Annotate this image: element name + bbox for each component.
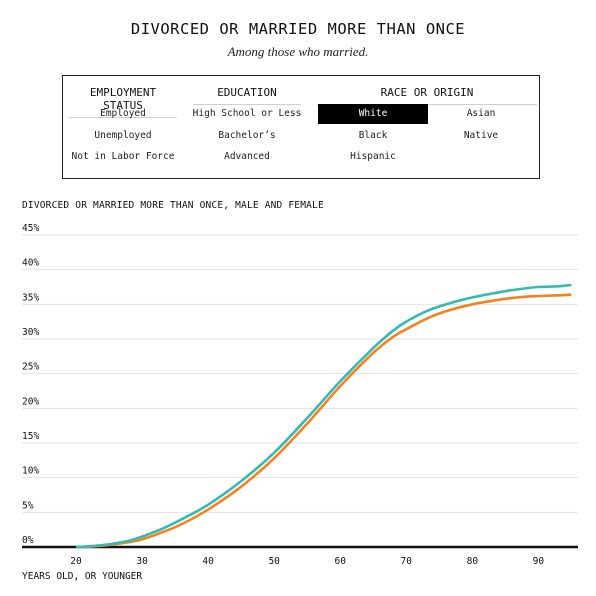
x-tick-label: 30 (136, 556, 148, 567)
filter-unemployed[interactable]: Unemployed (94, 130, 152, 141)
x-tick-label: 50 (268, 556, 280, 567)
y-tick-label: 30% (22, 327, 39, 338)
filter-high-school-or-less[interactable]: High School or Less (192, 108, 302, 119)
employment-status-header: EMPLOYMENT STATUS (69, 86, 177, 118)
filter-advanced[interactable]: Advanced (224, 151, 270, 162)
filter-white[interactable]: White (318, 104, 428, 124)
filter-hispanic[interactable]: Hispanic (350, 151, 396, 162)
page-title: DIVORCED OR MARRIED MORE THAN ONCE (130, 20, 466, 38)
x-tick-label: 80 (467, 556, 479, 567)
y-tick-label: 45% (22, 223, 39, 234)
x-tick-label: 40 (202, 556, 214, 567)
y-tick-label: 10% (22, 466, 39, 477)
y-tick-label: 0% (22, 535, 34, 546)
filter-employed[interactable]: Employed (100, 108, 146, 119)
filter-asian[interactable]: Asian (466, 108, 496, 119)
y-tick-label: 20% (22, 396, 39, 407)
y-tick-label: 5% (22, 500, 34, 511)
filter-panel: EMPLOYMENT STATUS Employed Unemployed No… (62, 75, 540, 179)
y-tick-label: 40% (22, 258, 39, 269)
series-line-teal (75, 283, 572, 549)
y-tick-label: 15% (22, 431, 39, 442)
education-header: EDUCATION (193, 86, 301, 105)
filter-bachelors[interactable]: Bachelor’s (218, 130, 276, 141)
filter-native[interactable]: Native (463, 130, 499, 141)
x-tick-label: 90 (533, 556, 545, 567)
filter-black[interactable]: Black (358, 130, 388, 141)
page-subtitle: Among those who married. (227, 44, 369, 59)
x-tick-label: 60 (334, 556, 346, 567)
series-line-orange (75, 293, 572, 549)
filter-not-in-labor-force[interactable]: Not in Labor Force (71, 151, 175, 162)
x-tick-label: 20 (70, 556, 82, 567)
x-tick-label: 70 (401, 556, 413, 567)
chart-title: DIVORCED OR MARRIED MORE THAN ONCE, MALE… (22, 200, 324, 211)
x-axis-label: YEARS OLD, OR YOUNGER (22, 571, 143, 582)
y-tick-label: 25% (22, 362, 39, 373)
y-tick-label: 35% (22, 292, 39, 303)
